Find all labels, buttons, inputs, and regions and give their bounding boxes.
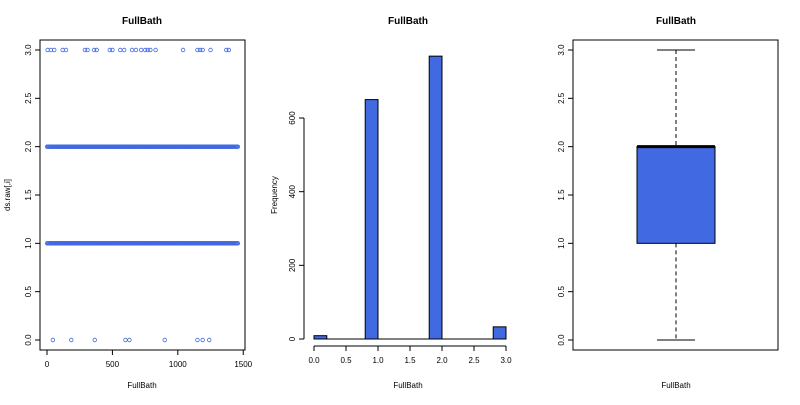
data-point	[224, 47, 229, 53]
data-point	[208, 47, 213, 53]
boxplot-x-label: FullBath	[661, 381, 690, 390]
histogram-bar	[492, 326, 507, 340]
histogram-bar	[313, 335, 328, 340]
data-point	[235, 144, 241, 149]
x-tick-label: 0.5	[340, 356, 352, 365]
y-tick-label: 1.0	[557, 237, 566, 249]
data-point	[92, 337, 97, 343]
data-point	[94, 47, 99, 53]
y-tick-label: 0.5	[24, 286, 33, 298]
y-tick-label: 3.0	[557, 44, 566, 56]
boxplot-panel: FullBath 0.0 0.5 1.0 1.5 2.0 2.5 3.0 FullBath	[557, 16, 779, 390]
data-point	[235, 241, 241, 246]
histogram-y-axis: 0 200 400 600	[288, 111, 305, 341]
data-point	[142, 47, 148, 53]
data-point	[129, 47, 135, 53]
data-point	[118, 47, 123, 53]
data-point	[110, 47, 115, 53]
data-point	[133, 47, 139, 53]
histogram-bars	[313, 55, 507, 340]
data-point	[91, 47, 97, 53]
data-point	[197, 47, 203, 53]
data-point	[226, 47, 232, 53]
data-point	[82, 47, 88, 53]
y-tick-label: 2.5	[24, 92, 33, 104]
boxplot-box	[636, 49, 716, 341]
x-tick-label: 0.0	[308, 356, 320, 365]
scatter-title: FullBath	[122, 16, 162, 27]
scatter-x-axis: 0 500 1000 1500	[45, 350, 253, 369]
x-tick-label: 1000	[169, 360, 187, 369]
data-point	[69, 337, 74, 343]
histogram-x-axis: 0.0 0.5 1.0 1.5 2.0 2.5 3.0	[308, 345, 512, 365]
data-point	[63, 47, 69, 53]
scatter-plot-box	[39, 39, 246, 351]
x-tick-label: 1.5	[404, 356, 416, 365]
scatter-points	[44, 47, 241, 343]
boxplot-y-axis: 0.0 0.5 1.0 1.5 2.0 2.5 3.0	[557, 44, 573, 346]
data-point	[200, 337, 205, 343]
y-tick-label: 1.5	[24, 189, 33, 201]
x-tick-label: 1500	[234, 360, 252, 369]
data-point	[195, 47, 200, 53]
y-tick-label: 0	[288, 336, 297, 341]
scatter-panel: FullBath 0 500 1000 1500 0.0 0.5 1.0 1.5 2.0 2.5…	[3, 16, 253, 390]
data-point	[138, 47, 144, 53]
x-tick-label: 0	[45, 360, 50, 369]
scatter-y-label: ds.raw[,i]	[3, 179, 12, 211]
x-tick-label: 1.0	[372, 356, 384, 365]
data-point	[50, 337, 56, 343]
histogram-bar	[364, 99, 379, 340]
histogram-y-label: Frequency	[270, 176, 279, 214]
x-tick-label: 3.0	[500, 356, 512, 365]
iqr-box	[636, 146, 716, 244]
data-point	[121, 47, 127, 53]
y-tick-label: 3.0	[24, 44, 33, 56]
histogram-x-label: FullBath	[393, 381, 422, 390]
y-tick-label: 2.0	[24, 141, 33, 153]
y-tick-label: 0.0	[557, 334, 566, 346]
scatter-x-label: FullBath	[127, 381, 156, 390]
x-tick-label: 2.0	[436, 356, 448, 365]
data-point	[180, 47, 186, 53]
y-tick-label: 0.0	[24, 334, 33, 346]
data-point	[85, 47, 90, 53]
y-tick-label: 600	[288, 111, 297, 125]
y-tick-label: 2.5	[557, 92, 566, 104]
x-tick-label: 2.5	[468, 356, 480, 365]
boxplot-title: FullBath	[656, 16, 696, 27]
histogram-title: FullBath	[388, 16, 428, 27]
y-tick-label: 1.5	[557, 189, 566, 201]
data-point	[123, 337, 128, 343]
data-point	[148, 47, 153, 53]
y-tick-label: 400	[288, 184, 297, 198]
scatter-y-axis: 0.0 0.5 1.0 1.5 2.0 2.5 3.0	[24, 44, 40, 346]
data-point	[145, 47, 150, 53]
data-point	[107, 47, 112, 53]
data-point	[207, 337, 212, 343]
histogram-bar	[428, 55, 443, 340]
histogram-panel: FullBath 0.0 0.5 1.0 1.5 2.0 2.5 3.0 0 200 400 60…	[270, 16, 512, 390]
data-point	[51, 47, 57, 53]
data-point	[127, 337, 132, 343]
y-tick-label: 2.0	[557, 141, 566, 153]
y-tick-label: 0.5	[557, 286, 566, 298]
y-tick-label: 200	[288, 258, 297, 272]
data-point	[195, 337, 200, 343]
y-tick-label: 1.0	[24, 237, 33, 249]
data-point	[153, 47, 158, 53]
x-tick-label: 500	[106, 360, 120, 369]
data-point	[200, 47, 205, 53]
data-point	[162, 337, 167, 343]
